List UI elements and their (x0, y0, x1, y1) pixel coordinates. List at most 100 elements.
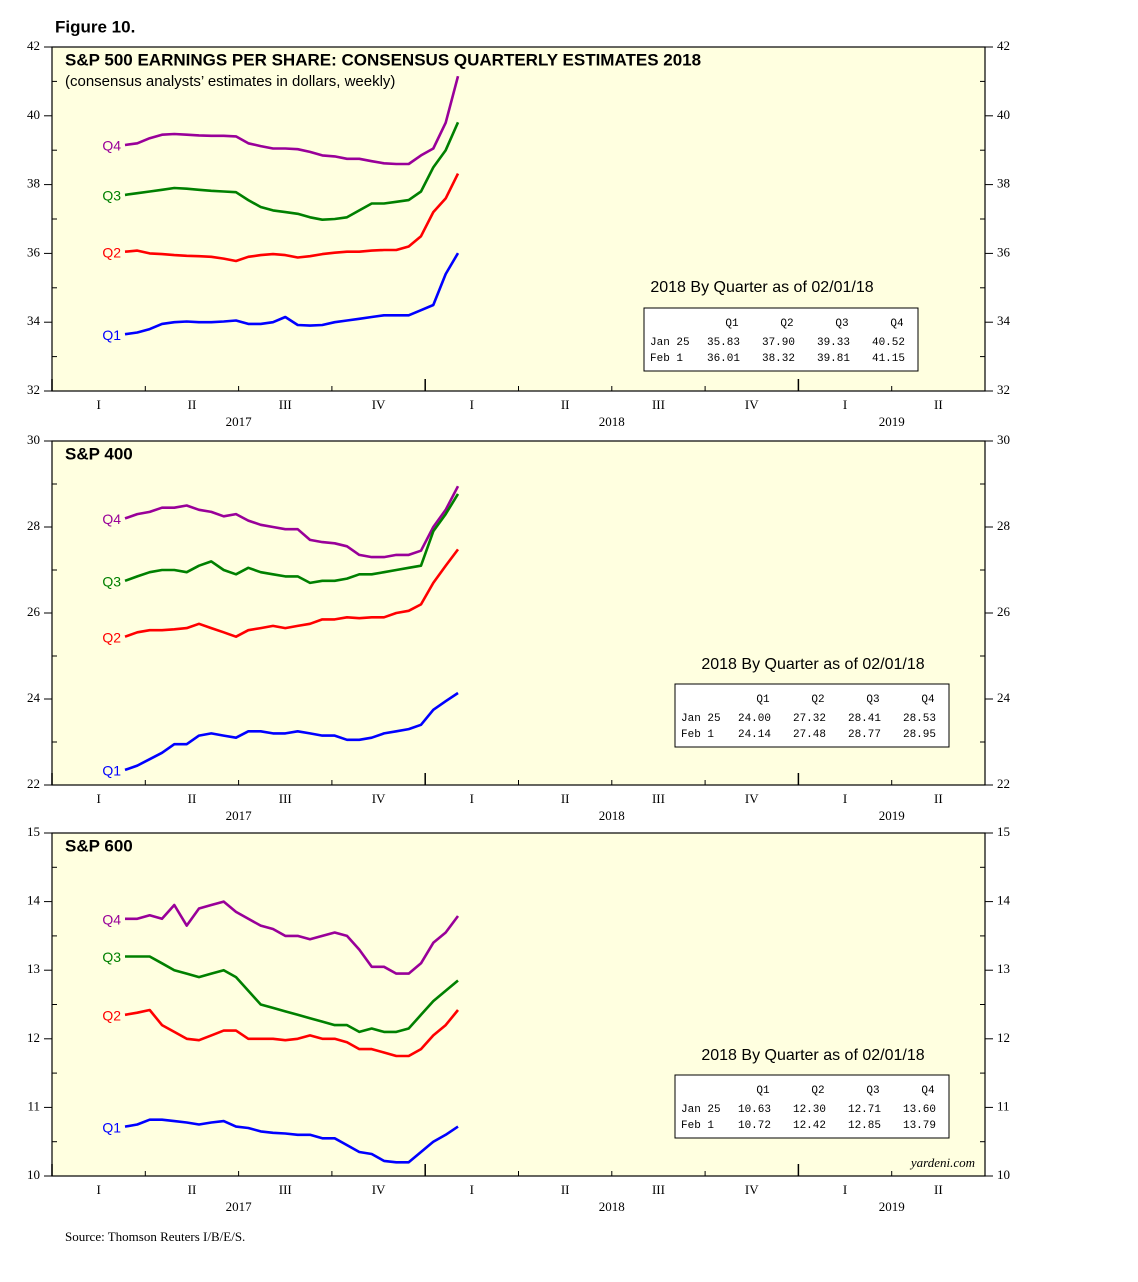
series-label: Q4 (102, 511, 121, 527)
y-tick-label: 42 (997, 38, 1010, 53)
table-cell: 28.77 (848, 729, 881, 741)
y-tick-label: 28 (997, 518, 1010, 533)
series-label: Q4 (102, 911, 121, 927)
table-header: Q3 (835, 318, 848, 330)
table-header: Q1 (756, 694, 770, 706)
year-label: 2017 (226, 414, 253, 429)
figure-label: Figure 10. (55, 17, 135, 36)
x-tick-label: I (843, 791, 847, 806)
series-line (124, 493, 460, 585)
y-tick-label: 22 (997, 776, 1010, 791)
series-line (125, 900, 460, 975)
series-line (124, 75, 460, 166)
year-label: 2017 (226, 808, 253, 823)
y-tick-label: 42 (27, 38, 40, 53)
x-tick-label: I (470, 791, 474, 806)
x-tick-label: III (652, 1182, 665, 1197)
table-cell: 39.81 (817, 353, 850, 365)
table-row-label: Jan 25 (681, 713, 721, 725)
table-header: Q3 (866, 1085, 879, 1097)
series-label: Q1 (102, 1119, 121, 1135)
series-line (124, 121, 460, 221)
table-cell: 13.60 (903, 1104, 936, 1116)
table-title: 2018 By Quarter as of 02/01/18 (701, 656, 924, 673)
table-box (674, 1074, 950, 1139)
table-row-label: Jan 25 (681, 1104, 721, 1116)
table-header: Q4 (921, 694, 935, 706)
y-tick-label: 40 (27, 107, 40, 122)
y-tick-label: 36 (27, 244, 41, 259)
y-tick-label: 22 (27, 776, 40, 791)
x-tick-label: II (188, 1182, 197, 1197)
table-header: Q3 (866, 694, 879, 706)
table-title: 2018 By Quarter as of 02/01/18 (650, 279, 873, 296)
y-tick-label: 34 (27, 313, 41, 328)
y-tick-label: 28 (27, 518, 40, 533)
table-row-label: Feb 1 (681, 1120, 714, 1132)
series-line (125, 955, 459, 1034)
y-tick-label: 11 (27, 1098, 40, 1113)
x-tick-label: II (188, 397, 197, 412)
table-cell: 28.41 (848, 713, 881, 725)
table-cell: 28.53 (903, 713, 936, 725)
x-tick-label: II (934, 397, 943, 412)
y-tick-label: 24 (27, 690, 41, 705)
y-tick-label: 15 (997, 824, 1010, 839)
y-tick-label: 10 (27, 1167, 40, 1182)
table-cell: 41.15 (872, 353, 905, 365)
x-tick-label: II (934, 791, 943, 806)
x-tick-label: I (843, 1182, 847, 1197)
x-tick-label: II (561, 791, 570, 806)
year-label: 2019 (879, 1199, 905, 1214)
table-box (643, 307, 919, 372)
year-label: 2018 (599, 414, 625, 429)
table-box (674, 683, 950, 748)
table-cell: 28.95 (903, 729, 936, 741)
table-cell: 12.42 (793, 1120, 826, 1132)
table-row-label: Feb 1 (681, 729, 714, 741)
x-tick-label: IV (372, 1182, 386, 1197)
table-row-label: Jan 25 (650, 337, 690, 349)
table-cell: 13.79 (903, 1120, 936, 1132)
series-label: Q2 (102, 244, 121, 260)
table-cell: 27.32 (793, 713, 826, 725)
y-tick-label: 10 (997, 1167, 1010, 1182)
y-tick-label: 36 (997, 244, 1011, 259)
table-cell: 24.00 (738, 713, 771, 725)
x-tick-label: I (96, 397, 100, 412)
table-cell: 24.14 (738, 729, 771, 741)
x-tick-label: I (96, 1182, 100, 1197)
x-tick-label: III (279, 397, 292, 412)
x-tick-label: I (470, 1182, 474, 1197)
y-tick-label: 13 (27, 961, 40, 976)
y-tick-label: 13 (997, 961, 1010, 976)
series-line (124, 548, 460, 639)
table-cell: 37.90 (762, 337, 795, 349)
year-label: 2018 (599, 808, 625, 823)
annotation: yardeni.com (909, 1155, 975, 1170)
series-line (124, 173, 460, 263)
x-tick-label: III (652, 791, 665, 806)
x-tick-label: II (561, 397, 570, 412)
y-tick-label: 26 (27, 604, 41, 619)
y-tick-label: 11 (997, 1098, 1010, 1113)
y-tick-label: 32 (997, 382, 1010, 397)
year-label: 2019 (879, 808, 905, 823)
y-tick-label: 15 (27, 824, 40, 839)
table-header: Q2 (780, 318, 793, 330)
series-line (124, 691, 459, 772)
series-line (124, 252, 460, 336)
x-tick-label: I (96, 791, 100, 806)
source-note: Source: Thomson Reuters I/B/E/S. (65, 1229, 245, 1244)
year-label: 2018 (599, 1199, 625, 1214)
chart-subtitle: (consensus analysts’ estimates in dollar… (65, 73, 395, 90)
series-label: Q3 (102, 573, 121, 589)
y-tick-label: 24 (997, 690, 1011, 705)
series-label: Q3 (102, 188, 121, 204)
y-tick-label: 32 (27, 382, 40, 397)
chart-title: S&P 400 (65, 444, 133, 463)
table-cell: 12.30 (793, 1104, 826, 1116)
table-header: Q2 (811, 694, 824, 706)
y-tick-label: 26 (997, 604, 1011, 619)
